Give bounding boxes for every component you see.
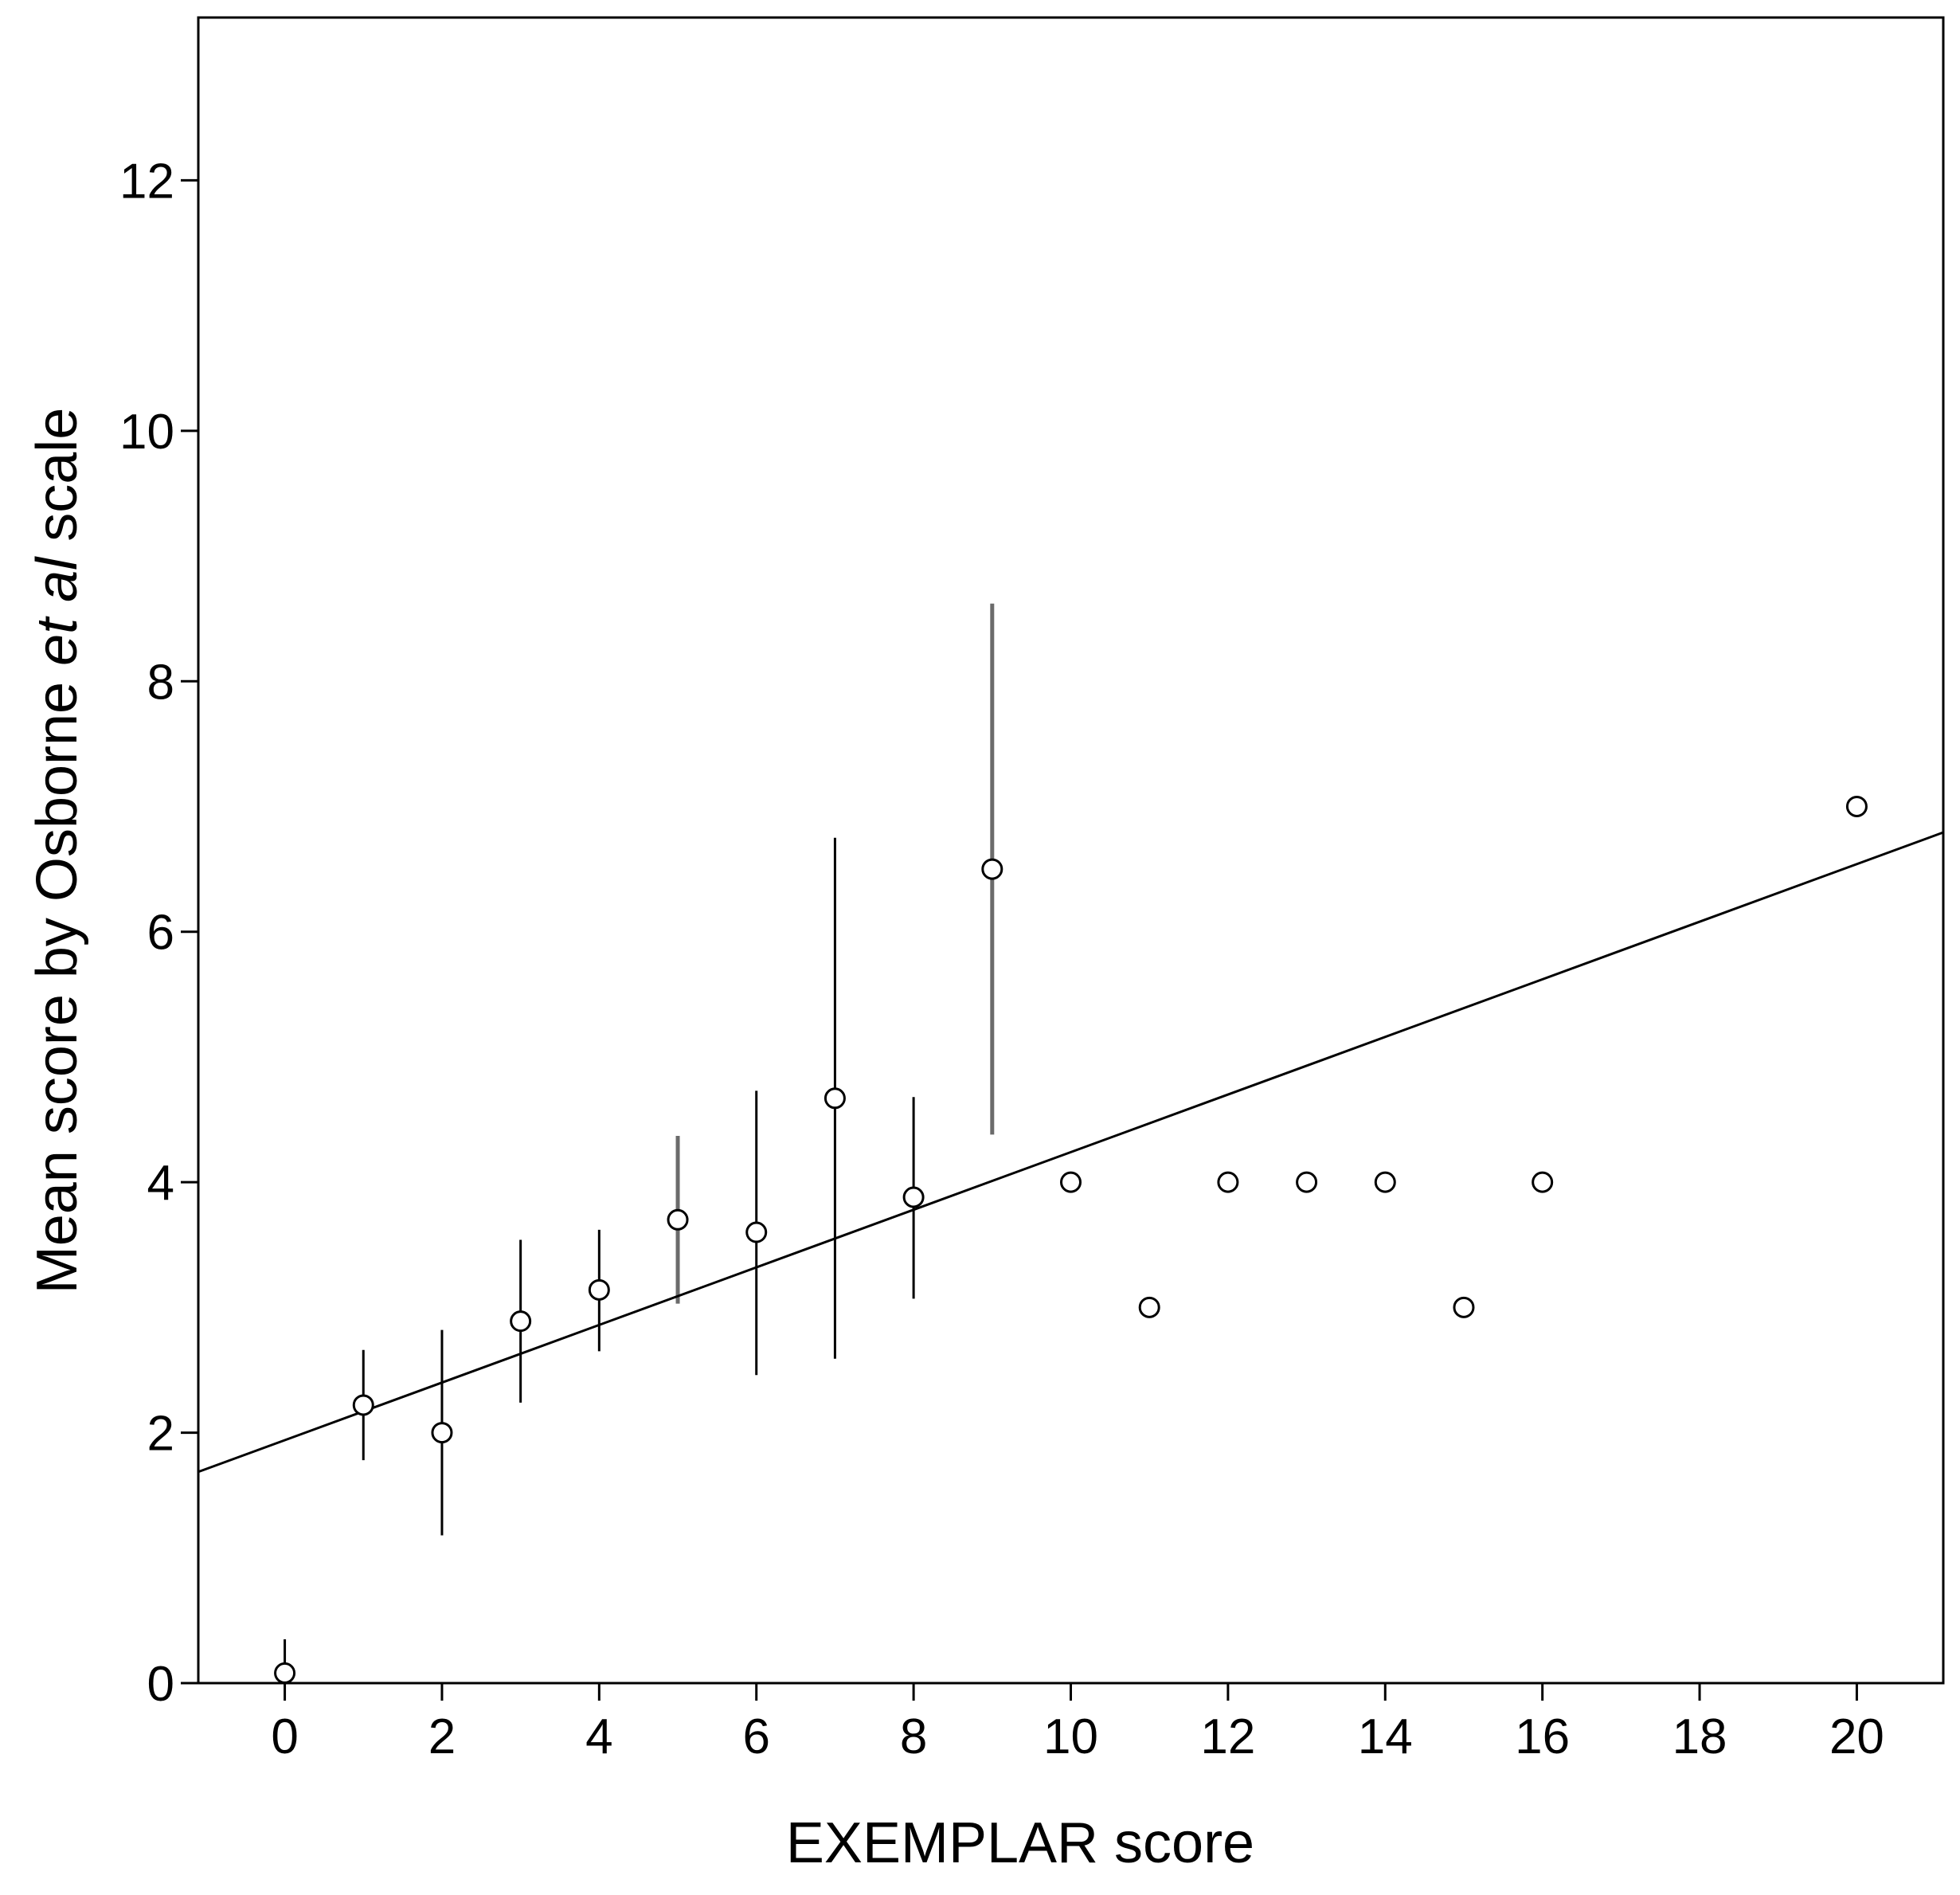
y-tick-label-4: 8 xyxy=(147,655,174,710)
fit-line xyxy=(198,831,1944,1474)
x-tick-label-9: 18 xyxy=(1672,1709,1727,1764)
data-point-2 xyxy=(431,1422,453,1444)
x-tick-label-2: 4 xyxy=(585,1709,612,1764)
x-tick-label-1: 2 xyxy=(428,1709,456,1764)
data-point-11 xyxy=(1138,1296,1160,1318)
error-bars xyxy=(284,603,995,1683)
data-point-14 xyxy=(1374,1171,1396,1193)
x-tick-label-4: 8 xyxy=(900,1709,927,1764)
y-tick-label-6: 12 xyxy=(119,154,174,209)
x-tick-label-3: 6 xyxy=(742,1709,769,1764)
x-tick-label-7: 14 xyxy=(1358,1709,1413,1764)
x-tick-label-0: 0 xyxy=(271,1709,298,1764)
y-tick-label-0: 0 xyxy=(147,1657,174,1712)
y-axis-title-part-2: scale xyxy=(25,408,89,558)
x-axis-ticks: 0 2 4 6 8 10 12 14 16 18 20 xyxy=(271,1683,1884,1764)
x-axis-title: EXEMPLAR score xyxy=(786,1811,1254,1875)
data-point-17 xyxy=(1845,795,1868,817)
y-tick-label-3: 6 xyxy=(147,906,174,961)
data-point-3 xyxy=(510,1310,532,1333)
data-point-1 xyxy=(352,1394,374,1416)
data-point-6 xyxy=(745,1221,768,1243)
data-point-5 xyxy=(667,1208,689,1231)
data-point-9 xyxy=(981,858,1003,880)
data-point-4 xyxy=(588,1278,610,1301)
y-tick-label-1: 2 xyxy=(147,1407,174,1462)
data-point-8 xyxy=(902,1186,925,1208)
fit-line-layer xyxy=(198,831,1944,1474)
data-point-0 xyxy=(274,1662,296,1684)
y-tick-label-2: 4 xyxy=(147,1156,174,1211)
data-point-13 xyxy=(1296,1171,1318,1193)
x-tick-label-8: 16 xyxy=(1515,1709,1570,1764)
data-point-7 xyxy=(824,1087,846,1110)
data-points xyxy=(274,795,1868,1684)
y-axis-title-part-1: et al xyxy=(25,556,89,666)
x-tick-label-10: 20 xyxy=(1829,1709,1884,1764)
plot-frame xyxy=(197,16,1945,1685)
data-point-10 xyxy=(1060,1171,1082,1193)
data-point-16 xyxy=(1532,1171,1554,1193)
data-point-12 xyxy=(1217,1171,1239,1193)
y-axis-title: Mean score by Osborne et al scale xyxy=(25,408,89,1294)
y-axis-title-part-0: Mean score by Osborne xyxy=(25,666,89,1294)
data-point-15 xyxy=(1453,1296,1475,1318)
x-tick-label-6: 12 xyxy=(1200,1709,1255,1764)
y-axis-ticks: 0 2 4 6 8 10 12 xyxy=(119,154,198,1712)
x-tick-label-5: 10 xyxy=(1043,1709,1098,1764)
y-tick-label-5: 10 xyxy=(119,405,174,460)
